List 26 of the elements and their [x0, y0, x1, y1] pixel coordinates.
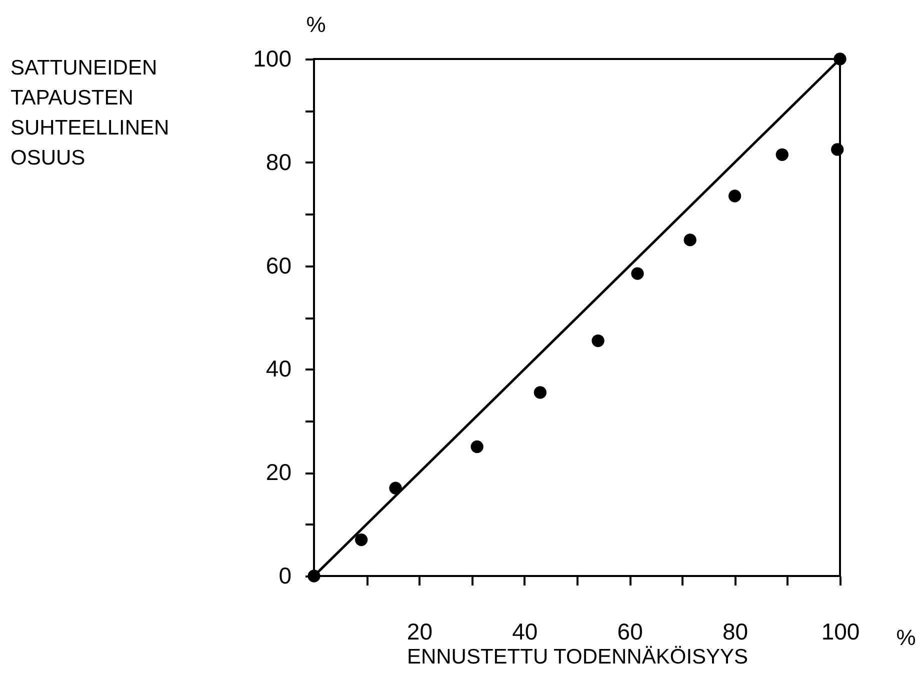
point: [728, 190, 742, 202]
point: [592, 334, 604, 348]
x-tick-label: 80: [722, 618, 748, 644]
y-tick-label: 0: [278, 562, 292, 588]
x-tick-label: 60: [617, 618, 643, 644]
y-tick-label: 40: [266, 356, 292, 382]
point: [355, 533, 368, 546]
x-tick-label: 40: [512, 618, 538, 644]
text: %: [306, 12, 326, 37]
point: [534, 386, 547, 399]
point: [776, 148, 788, 161]
point: [684, 234, 696, 246]
y-tick-label: 20: [266, 459, 292, 486]
text: %: [896, 625, 916, 650]
point: [389, 482, 402, 494]
point: [631, 267, 644, 280]
x-tick-label: 20: [406, 618, 432, 644]
y-tick-label: 80: [266, 148, 292, 175]
point: [831, 143, 844, 156]
y-tick-label: 100: [253, 46, 292, 72]
y-axis-title: SATTUNEIDEN TAPAUSTEN SUHTEELLINEN OSUUS: [10, 56, 170, 170]
x-tick-label: 100: [821, 618, 860, 644]
x-axis-title: ENNUSTETTU TODENNÄKÖISYYS: [406, 646, 748, 668]
point: [470, 440, 484, 454]
point: [834, 52, 846, 66]
y-tick-label: 60: [266, 252, 292, 278]
